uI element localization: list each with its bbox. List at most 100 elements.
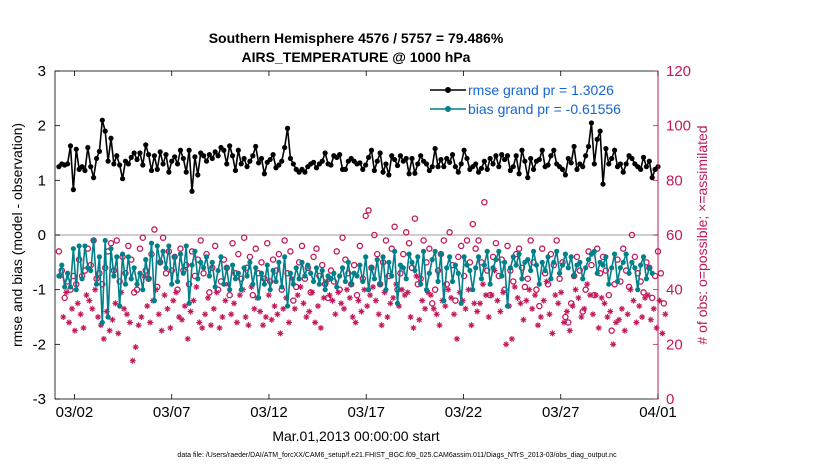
y2-tick-label: 60 [666,227,683,244]
obs-assimilated-marker [314,303,321,310]
bias-point [432,248,438,254]
obs-assimilated-marker [410,324,417,331]
bias-point [368,265,375,271]
obs-assimilated-marker [95,314,102,320]
bias-point [279,284,285,290]
obs-assimilated-marker [584,281,591,288]
rmse-point [128,154,134,160]
rmse-point [493,153,499,159]
obs-assimilated-marker [144,303,151,310]
rmse-point [282,144,288,151]
bias-point [108,246,114,252]
obs-possible-marker [402,229,410,236]
bias-point [146,276,152,282]
obs-possible-marker [536,302,543,310]
bias-point [206,273,212,279]
bias-point [128,276,134,282]
rmse-point [227,143,233,149]
rmse-point [96,148,103,154]
bias-point [218,254,224,260]
obs-assimilated-marker [471,300,478,307]
rmse-point [449,152,456,158]
rmse-point [394,162,401,169]
obs-possible-marker [327,267,335,274]
obs-possible-marker [264,239,271,247]
obs-possible-marker [107,239,115,247]
rmse-point [189,188,195,194]
bias-point [571,273,577,279]
obs-assimilated-marker [407,314,414,320]
rmse-point [496,164,502,170]
obs-assimilated-marker [306,308,313,315]
rmse-point [513,153,519,159]
bias-point [374,257,380,263]
rmse-point [545,162,551,168]
rmse-point [209,155,215,162]
obs-assimilated-marker [442,303,449,310]
obs-possible-marker [400,250,407,258]
obs-assimilated-marker [384,314,391,320]
bias-point [455,270,461,276]
obs-assimilated-marker [271,303,278,310]
bias-point [435,278,441,285]
rmse-point [600,181,606,187]
obs-possible-marker [472,245,479,252]
obs-assimilated-marker [216,324,223,331]
y-tick-label: -1 [33,282,46,299]
obs-assimilated-marker [277,330,284,337]
obs-possible-marker [159,234,167,241]
obs-possible-marker [125,242,132,250]
rmse-point [429,164,435,170]
obs-assimilated-marker [352,319,359,326]
rmse-point [435,164,441,170]
rmse-point [507,167,513,174]
bias-point [629,259,635,265]
rmse-point [580,164,586,170]
obs-assimilated-marker [320,294,327,301]
obs-possible-marker [116,278,123,285]
rmse-point [276,162,282,168]
rmse-point [380,169,386,175]
rmse-point [397,153,404,159]
bias-point [316,281,322,287]
obs-possible-marker [582,286,589,293]
bias-point [276,259,282,265]
y2-axis-label: # of obs: o=possible; ×=assimilated [694,125,710,344]
rmse-point [528,155,534,162]
rmse-point [530,166,537,172]
bias-point [516,251,522,257]
rmse-point [224,161,230,167]
x-tick-label: 03/27 [542,404,580,421]
obs-assimilated-marker [294,292,301,299]
bias-point [400,265,406,271]
obs-assimilated-marker [170,297,177,304]
bias-point [551,259,557,265]
bias-point [646,265,652,271]
rmse-point [574,166,580,172]
bias-point [504,303,511,309]
bias-point [79,276,85,282]
bias-point [143,257,149,263]
obs-possible-marker [556,275,563,282]
rmse-point [253,143,259,150]
bias-point [438,251,444,257]
obs-possible-marker [313,245,320,252]
obs-possible-marker [139,234,147,241]
bias-point [334,284,340,290]
obs-possible-marker [455,253,462,261]
rmse-point [383,161,389,167]
bias-point [533,262,540,268]
y-axis-label: rmse and bias (model - observation) [9,123,25,347]
obs-possible-marker [611,280,618,288]
rmse-point [235,147,241,153]
rmse-point [583,153,589,159]
obs-possible-marker [431,286,439,293]
bias-point [371,276,377,282]
obs-assimilated-marker [532,292,539,299]
bias-point [383,287,389,293]
obs-assimilated-marker [430,305,437,312]
rmse-point [510,164,516,170]
rmse-point [160,161,166,167]
obs-possible-marker [333,248,340,255]
obs-possible-marker [356,242,364,250]
